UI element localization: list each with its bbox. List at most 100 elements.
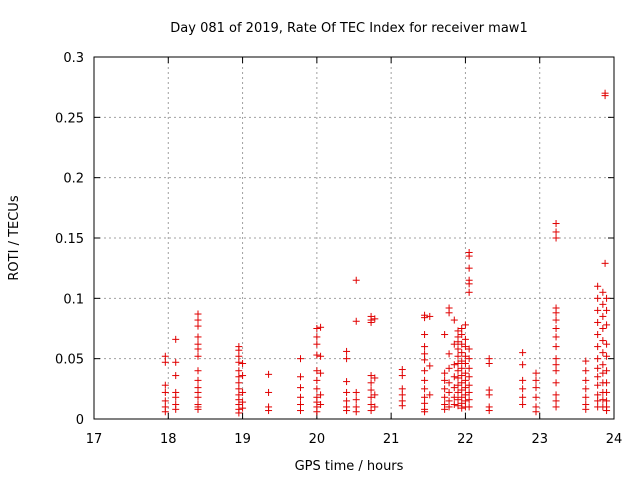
data-point [297,373,305,381]
y-tick-label: 0.15 [55,232,84,247]
data-point [582,367,590,375]
data-point [454,345,462,353]
data-point [367,318,375,326]
data-point [367,386,375,394]
data-point [421,385,429,393]
data-point [454,396,462,404]
data-point [603,352,611,360]
data-point [519,393,527,401]
data-point [239,359,247,367]
data-point [235,346,243,354]
data-point [297,355,305,363]
data-point [599,312,607,320]
data-point [194,345,202,353]
data-point [343,388,351,396]
data-point [161,381,169,389]
y-tick-label: 0.1 [63,292,84,307]
data-point [421,408,429,416]
data-point [454,327,462,335]
data-point [445,364,453,372]
data-point [313,385,321,393]
data-point [313,376,321,384]
data-point [313,367,321,375]
data-point [594,397,602,405]
data-point [371,315,379,323]
data-point [594,343,602,351]
data-point [552,397,560,405]
data-point [194,393,202,401]
data-point [317,323,325,331]
data-point [450,316,458,324]
data-point [454,402,462,410]
data-point [161,408,169,416]
data-point [594,331,602,339]
data-point [421,399,429,407]
data-point [194,367,202,375]
data-point [454,338,462,346]
data-point [445,379,453,387]
data-point [454,381,462,389]
data-point [594,355,602,363]
data-point [421,356,429,364]
data-point [367,393,375,401]
data-point [552,309,560,317]
data-point [450,401,458,409]
data-point [239,388,247,396]
data-point [552,367,560,375]
data-point [552,333,560,341]
x-tick-label: 19 [234,432,251,447]
data-point [603,397,611,405]
data-point [172,393,180,401]
data-point [461,352,469,360]
data-point [552,316,560,324]
data-point [552,220,560,228]
data-point [461,391,469,399]
data-point [265,407,273,415]
data-point [603,367,611,375]
data-point [172,405,180,413]
data-point [485,407,493,415]
data-point [398,391,406,399]
data-point [454,374,462,382]
data-point [343,347,351,355]
data-point [398,402,406,410]
data-point [465,264,473,272]
data-point [465,345,473,353]
data-point [367,407,375,415]
data-point [603,407,611,415]
data-point [582,405,590,413]
data-point [352,388,360,396]
data-point [313,340,321,348]
data-point [313,333,321,341]
data-point [367,379,375,387]
data-point [465,388,473,396]
data-point [594,282,602,290]
data-point [172,372,180,380]
data-point [235,352,243,360]
data-point [371,391,379,399]
data-point [239,372,247,380]
data-point [458,325,466,332]
data-point [552,325,560,332]
data-point [599,396,607,404]
data-point [458,372,466,380]
data-point [367,401,375,409]
data-point [603,294,611,302]
y-axis-label: ROTI / TECUs [7,195,22,280]
data-point [532,376,540,384]
data-point [461,343,469,351]
x-tick-label: 20 [309,432,326,447]
data-point [458,349,466,357]
data-point [552,343,560,351]
data-point [594,381,602,389]
data-point [398,385,406,393]
data-point [582,385,590,393]
data-point [552,355,560,363]
data-point [599,349,607,357]
data-point [235,373,243,381]
data-point [317,391,325,399]
data-point [601,92,609,100]
data-point [599,337,607,345]
data-point [421,350,429,358]
